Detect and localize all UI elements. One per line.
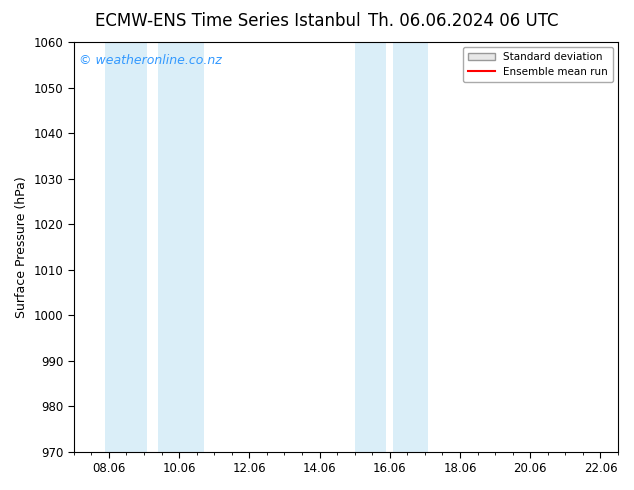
Bar	[354, 42, 386, 452]
Legend: Standard deviation, Ensemble mean run: Standard deviation, Ensemble mean run	[463, 47, 613, 82]
Text: Th. 06.06.2024 06 UTC: Th. 06.06.2024 06 UTC	[368, 12, 558, 30]
Text: © weatheronline.co.nz: © weatheronline.co.nz	[79, 54, 222, 67]
Text: ECMW-ENS Time Series Istanbul: ECMW-ENS Time Series Istanbul	[96, 12, 361, 30]
Bar	[158, 42, 204, 452]
Bar	[105, 42, 148, 452]
Y-axis label: Surface Pressure (hPa): Surface Pressure (hPa)	[15, 176, 28, 318]
Bar	[393, 42, 429, 452]
